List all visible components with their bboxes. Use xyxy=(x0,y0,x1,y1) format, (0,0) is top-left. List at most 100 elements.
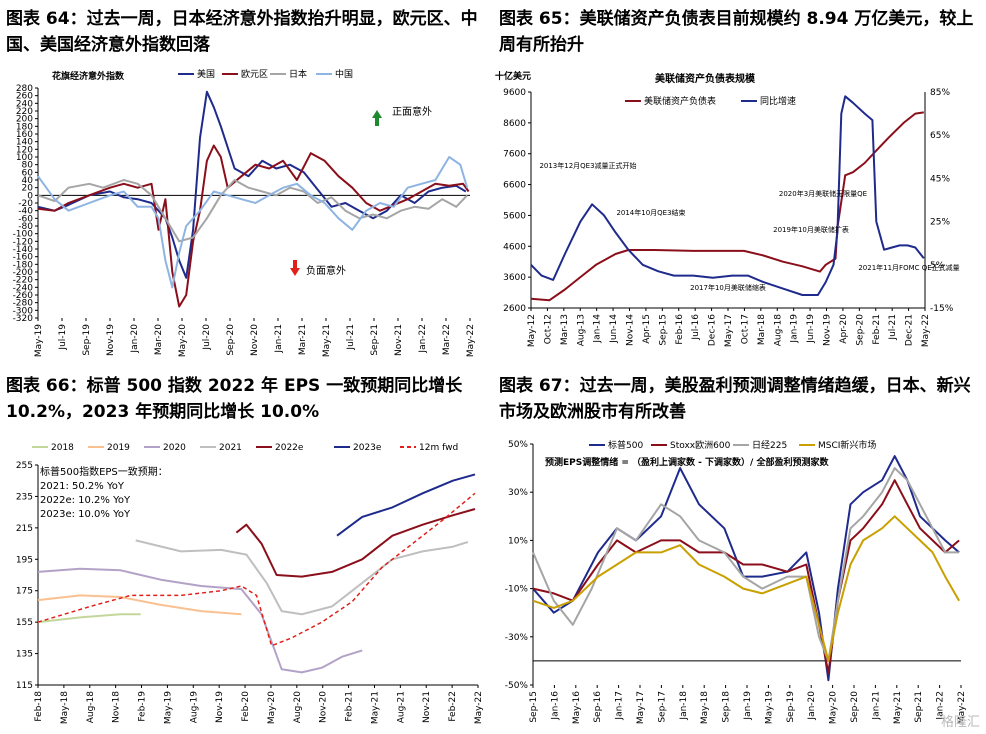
legend-label: MSCI新兴市场 xyxy=(818,439,876,451)
x-tick-label: Nov-21 xyxy=(422,691,432,723)
y-tick-label: 195 xyxy=(16,555,33,565)
y-tick-label: 8600 xyxy=(503,119,526,129)
y-tick-label: -20 xyxy=(18,199,33,209)
chart-svg: 280260240220200180160140120100806040200-… xyxy=(13,68,476,357)
legend-label: 日本 xyxy=(289,68,307,80)
y2-tick-label: 85% xyxy=(930,88,950,98)
y-tick-label: -60 xyxy=(18,214,33,224)
y-tick-label: 9600 xyxy=(503,88,526,98)
y-tick-label: 200 xyxy=(16,115,33,125)
x-tick-label: Nov-19 xyxy=(823,314,833,346)
x-tick-label: May-12 xyxy=(527,314,537,347)
x-tick-label: May-20 xyxy=(829,691,839,724)
series-line-标普500 xyxy=(532,455,960,682)
series-line-Stoxx欧洲600 xyxy=(532,479,960,674)
y-tick-label: -320 xyxy=(13,314,34,324)
legend-label: 同比增速 xyxy=(760,95,796,107)
y-tick-label: 0 xyxy=(27,191,33,201)
series-line-2023e xyxy=(336,473,476,537)
x-tick-label: Jan-20 xyxy=(807,691,817,721)
x-tick-label: Aug-18 xyxy=(86,691,96,724)
y-tick-label: 100 xyxy=(16,153,33,163)
x-tick-label: May-22 xyxy=(921,314,931,347)
x-tick-label: Feb-21 xyxy=(345,691,355,722)
annotation-line: 2021: 50.2% YoY xyxy=(40,481,125,492)
series-line-2020 xyxy=(37,567,363,674)
x-tick-label: Jan-18 xyxy=(679,691,689,721)
series-line-日经225 xyxy=(532,467,960,662)
chart-panel-64: 图表 64：过去一周，日本经济意外指数抬升明显，欧元区、中国、美国经济意外指数回… xyxy=(0,0,493,367)
y-tick-label: 20 xyxy=(22,184,34,194)
x-tick-label: May-19 xyxy=(764,691,774,724)
x-tick-label: May-21 xyxy=(370,691,380,724)
y2-tick-label: -15% xyxy=(930,304,954,314)
x-tick-label: Jan-21 xyxy=(871,691,881,721)
x-tick-label: Jun-19 xyxy=(806,314,816,344)
x-tick-label: Nov-20 xyxy=(250,324,260,356)
x-tick-label: Dec-16 xyxy=(708,314,718,346)
x-tick-label: Feb-20 xyxy=(241,691,251,722)
legend-label: 2020 xyxy=(163,443,186,453)
x-tick-label: Jan-19 xyxy=(743,691,753,721)
chart-title: 图表 67：过去一周，美股盈利预测调整情绪趋缓，日本、新兴市场及欧洲股市有所改善 xyxy=(499,376,971,422)
y-tick-label: 10% xyxy=(508,536,528,546)
annotation-line: 2023e: 10.0% YoY xyxy=(40,509,131,520)
x-tick-label: Jul-21 xyxy=(346,324,356,351)
x-tick-label: Sep-19 xyxy=(82,324,92,356)
y-tick-label: 155 xyxy=(16,618,33,628)
legend-label: 日经225 xyxy=(752,439,787,451)
series-line-同比增速 xyxy=(530,95,925,296)
y-tick-label: 50% xyxy=(508,440,528,450)
legend-label: 美国 xyxy=(197,68,215,80)
x-tick-label: Sep-20 xyxy=(850,691,860,723)
x-tick-label: May-18 xyxy=(700,691,710,724)
y-tick-label: 280 xyxy=(16,84,33,94)
y2-tick-label: 5% xyxy=(930,261,945,271)
y-tick-label: 220 xyxy=(16,107,33,117)
x-tick-label: Jan-17 xyxy=(615,691,625,721)
x-tick-label: May-18 xyxy=(60,691,70,724)
y-axis-label: 预测EPS调整情绪 = （盈利上调家数 - 下调家数）/ 全部盈利预测家数 xyxy=(545,456,829,468)
x-tick-label: Apr-15 xyxy=(642,314,652,344)
annotation: 2021年11月FOMC QE正式减量 xyxy=(858,263,959,272)
y-tick-label: 135 xyxy=(16,650,33,660)
watermark: 格隆汇 xyxy=(940,715,980,730)
y-tick-label: 30% xyxy=(508,488,528,498)
legend-label: 2022e xyxy=(275,443,304,453)
annotation: 2013年12月QE3减量正式开始 xyxy=(539,161,636,170)
y-tick-label: 140 xyxy=(16,138,33,148)
y-axis-label: 花旗经济意外指数 xyxy=(52,70,125,82)
annotation: 2020年3月美联储无限量QE xyxy=(779,189,867,198)
series-line-中国 xyxy=(37,156,469,289)
chart-title: 图表 65：美联储资产负债表目前规模约 8.94 万亿美元，较上周有所抬升 xyxy=(499,9,974,55)
x-tick-label: Jan-19 xyxy=(790,314,800,344)
series-line-2022e xyxy=(235,508,476,578)
x-tick-label: Jan-20 xyxy=(130,324,140,354)
x-tick-label: Nov-18 xyxy=(112,691,122,723)
series-line-12m fwd xyxy=(37,492,476,647)
y-tick-label: -300 xyxy=(13,306,34,316)
x-tick-label: Nov-21 xyxy=(394,324,404,356)
x-tick-label: May-22 xyxy=(474,691,484,724)
x-tick-label: Sep-15 xyxy=(658,314,668,346)
annotation: 正面意外 xyxy=(392,105,432,118)
chart-title: 图表 64：过去一周，日本经济意外指数抬升明显，欧元区、中国、美国经济意外指数回… xyxy=(6,9,478,55)
chart-svg: 9600 8600 7600 6600 5600 4600 3600 2600 85% 65% 45… xyxy=(495,70,960,347)
x-tick-label: Sep-16 xyxy=(593,691,603,723)
x-tick-label: Aug-21 xyxy=(396,691,406,723)
x-tick-label: Sep-20 xyxy=(226,324,236,356)
y-tick-label: 5600 xyxy=(503,211,526,221)
y-tick-label: -40 xyxy=(18,207,33,217)
x-tick-label: Sep-20 xyxy=(855,314,865,346)
legend-label: 美联储资产负债表 xyxy=(644,95,716,107)
y-tick-label: 240 xyxy=(16,99,33,109)
y-tick-label: 175 xyxy=(16,587,33,597)
x-tick-label: Apr-20 xyxy=(839,314,849,344)
y-tick-label: -10% xyxy=(505,585,529,595)
legend-label: 2023e xyxy=(353,443,382,453)
x-tick-label: Jul-16 xyxy=(691,314,701,341)
series-line-美国 xyxy=(37,90,467,279)
legend-label: Stoxx欧洲600 xyxy=(670,439,731,451)
x-tick-label: Aug-18 xyxy=(773,314,783,347)
x-tick-label: Jan-22 xyxy=(936,691,946,721)
